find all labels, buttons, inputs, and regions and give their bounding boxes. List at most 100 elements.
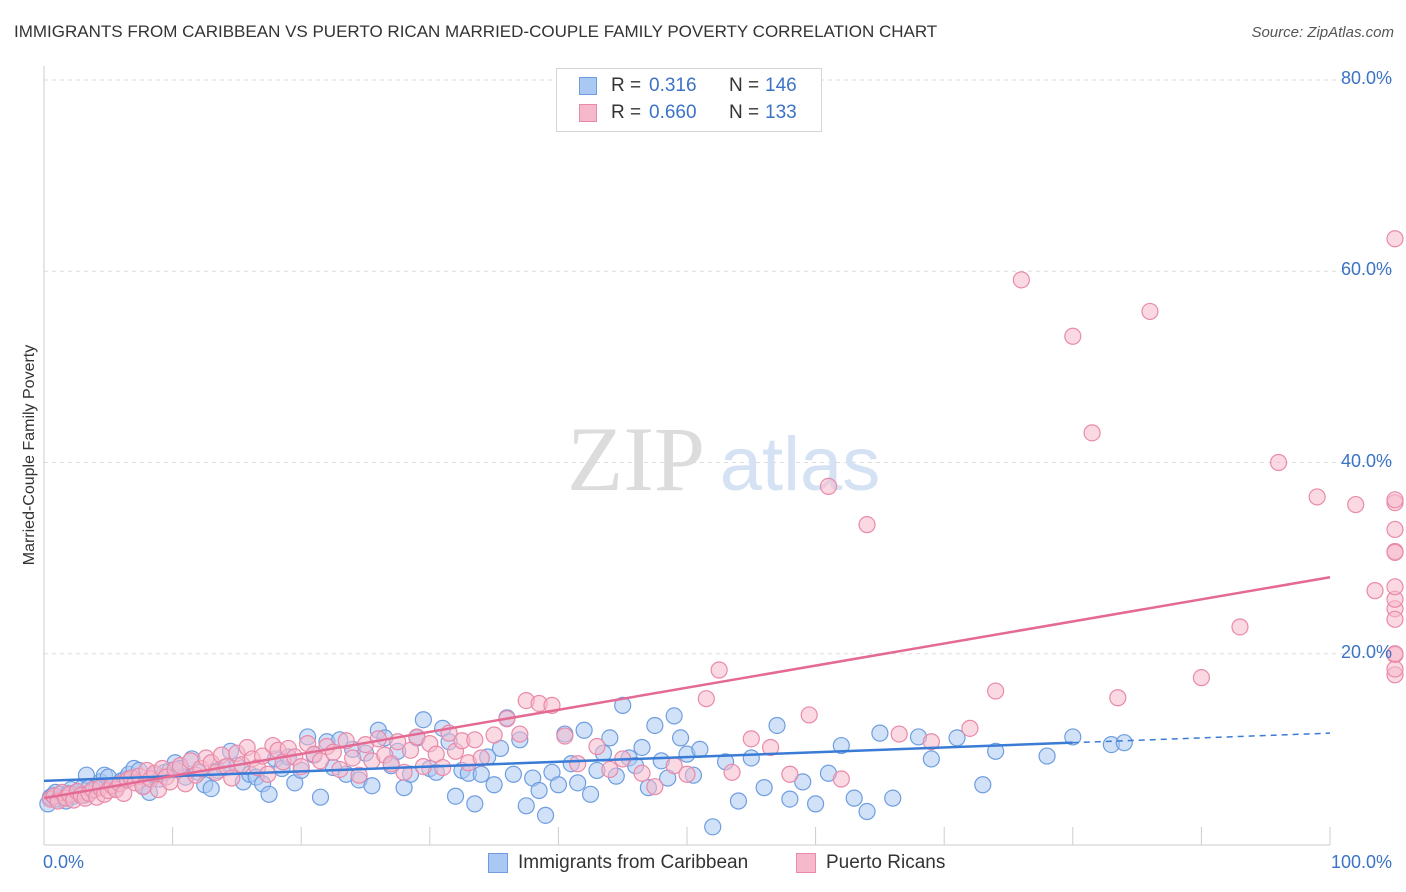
- puerto-rican-point: [678, 765, 696, 783]
- caribbean-point: [202, 779, 220, 798]
- puerto-rican-point: [1366, 582, 1384, 600]
- y-tick-label: 20.0%: [1340, 641, 1392, 662]
- caribbean-point: [832, 736, 850, 755]
- puerto-rican-point: [1192, 669, 1211, 687]
- legend-n-value: 146: [765, 75, 797, 96]
- puerto-rican-point: [858, 516, 876, 534]
- series-legend: Immigrants from Caribbean Puerto Ricans: [0, 852, 1406, 878]
- trend-layer: [43, 576, 1331, 800]
- puerto-rican-point: [485, 726, 503, 744]
- puerto-rican-point: [819, 477, 838, 496]
- puerto-rican-trend-line: [43, 576, 1331, 800]
- legend-r-label: R =: [611, 102, 642, 123]
- legend-swatch-caribbean: [488, 853, 508, 873]
- puerto-rican-point: [1386, 645, 1404, 663]
- caribbean-point: [504, 765, 522, 783]
- caribbean-point: [974, 776, 992, 794]
- puerto-rican-point: [1083, 424, 1101, 442]
- puerto-rican-point: [1308, 488, 1326, 506]
- legend-r-label: R =: [611, 75, 642, 96]
- caribbean-point: [871, 724, 889, 742]
- puerto-rican-point: [1386, 491, 1404, 509]
- puerto-rican-point: [633, 764, 651, 782]
- caribbean-point: [704, 818, 722, 836]
- caribbean-point: [311, 788, 330, 806]
- puerto-rican-point: [890, 725, 908, 743]
- puerto-rican-point: [556, 727, 574, 745]
- legend-swatch-blue: [579, 77, 597, 95]
- chart-title: IMMIGRANTS FROM CARIBBEAN VS PUERTO RICA…: [14, 22, 938, 41]
- legend-item-puerto-rican: Puerto Ricans: [796, 852, 945, 874]
- caribbean-point: [987, 742, 1005, 760]
- caribbean-point: [517, 797, 535, 815]
- watermark: ZIP atlas: [567, 408, 880, 510]
- puerto-rican-point: [1109, 689, 1127, 707]
- puerto-rican-point: [800, 706, 818, 724]
- puerto-rican-point: [723, 763, 741, 781]
- puerto-rican-point: [472, 749, 490, 767]
- caribbean-point: [794, 773, 812, 791]
- grid-layer: [44, 79, 1392, 655]
- caribbean-point: [768, 716, 786, 735]
- x-tick-label-max: 100.0%: [1330, 852, 1392, 872]
- caribbean-point: [922, 750, 940, 768]
- puerto-rican-point: [1386, 610, 1404, 628]
- legend-swatch-puerto-rican: [796, 853, 816, 873]
- caribbean-point: [671, 729, 690, 747]
- puerto-rican-point: [1231, 618, 1249, 636]
- legend-row-puerto-rican: R = 0.660 N = 133: [579, 101, 797, 125]
- legend-r-value: 0.660: [649, 102, 697, 123]
- puerto-rican-point: [697, 690, 715, 708]
- caribbean-point: [260, 785, 278, 803]
- y-tick-label: 80.0%: [1340, 68, 1392, 88]
- caribbean-point: [845, 789, 863, 807]
- axis-layer: [43, 66, 1331, 846]
- legend-n-value: 133: [765, 102, 797, 123]
- caribbean-point: [601, 729, 619, 747]
- caribbean-trend-extension: [1072, 732, 1331, 744]
- legend-n-label: N =: [729, 102, 760, 123]
- puerto-rican-point: [1386, 230, 1404, 248]
- puerto-rican-point: [1012, 271, 1030, 289]
- puerto-rican-point: [1386, 660, 1404, 678]
- caribbean-point: [581, 785, 600, 803]
- caribbean-point: [633, 738, 651, 757]
- puerto-rican-point: [588, 737, 606, 756]
- puerto-rican-point: [511, 725, 529, 743]
- legend-r-value: 0.316: [649, 75, 697, 96]
- puerto-rican-point: [569, 755, 587, 773]
- puerto-rican-point: [344, 749, 362, 767]
- legend-row-caribbean: R = 0.316 N = 146: [579, 74, 797, 98]
- puerto-rican-point: [922, 733, 940, 751]
- y-tick-label: 60.0%: [1340, 259, 1392, 280]
- puerto-rican-point: [350, 766, 368, 784]
- watermark-atlas: atlas: [720, 422, 881, 507]
- puerto-rican-point: [1347, 495, 1365, 514]
- puerto-rican-point: [466, 731, 484, 749]
- caribbean-point: [884, 789, 902, 807]
- puerto-rican-point: [832, 770, 850, 788]
- puerto-rican-point: [1269, 453, 1288, 472]
- caribbean-point: [472, 765, 490, 783]
- caribbean-trend-line: [43, 741, 1073, 783]
- puerto-rican-point: [1386, 578, 1404, 596]
- legend-label-caribbean: Immigrants from Caribbean: [518, 852, 749, 873]
- caribbean-point: [575, 721, 593, 739]
- puerto-rican-point: [742, 730, 760, 748]
- legend-n-label: N =: [729, 75, 760, 96]
- caribbean-point: [446, 787, 465, 805]
- watermark-zip: ZIP: [567, 408, 705, 510]
- puerto-rican-point: [1064, 327, 1082, 345]
- puerto-rican-point: [259, 765, 277, 783]
- puerto-rican-point: [1141, 302, 1159, 321]
- puerto-rican-point: [987, 682, 1005, 700]
- puerto-rican-point: [223, 769, 241, 787]
- caribbean-point: [536, 806, 555, 824]
- caribbean-point: [729, 792, 748, 810]
- caribbean-point: [466, 795, 484, 813]
- stats-legend: R = 0.316 N = 146 R = 0.660 N = 133: [556, 68, 822, 132]
- legend-swatch-pink: [579, 104, 597, 122]
- caribbean-point: [363, 777, 381, 795]
- caribbean-point: [485, 776, 503, 794]
